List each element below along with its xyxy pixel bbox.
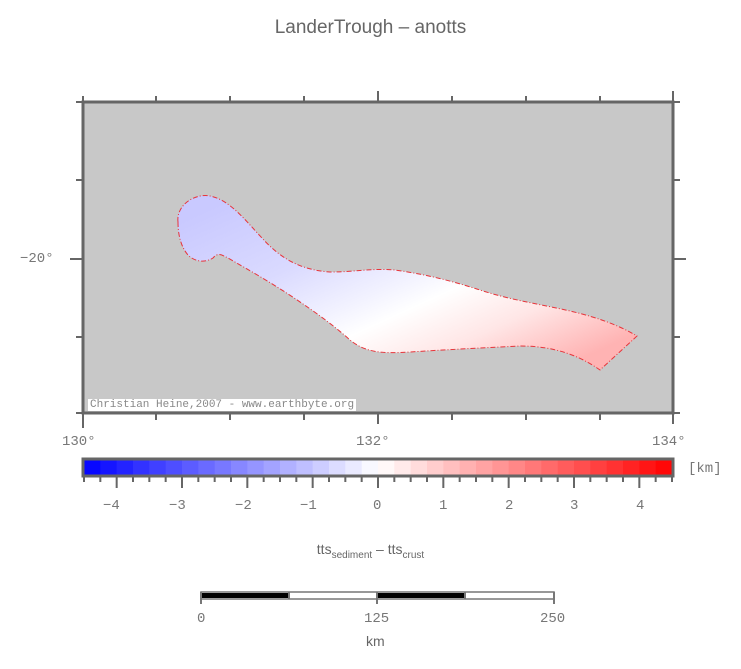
map-title: LanderTrough – anotts: [274, 17, 467, 38]
colorbar-label-1: 1: [439, 498, 448, 514]
scalebar-unit: km: [366, 633, 385, 649]
xlabel-separator: –: [372, 541, 388, 557]
colorbar-cells: [84, 460, 673, 475]
colorbar-label-minus2: −2: [235, 498, 252, 514]
colorbar-label-minus3: −3: [169, 498, 186, 514]
colorbar-label-minus4: −4: [103, 498, 120, 514]
xlabel-sub-crust: crust: [402, 550, 425, 561]
colorbar-label-minus1: −1: [300, 498, 317, 514]
lat-label-minus20: −20°: [20, 251, 54, 267]
colorbar-label-0: 0: [373, 498, 382, 514]
scalebar-label-0: 0: [197, 611, 206, 627]
lon-label-130: 130°: [62, 434, 96, 450]
colorbar-ticks: [83, 476, 673, 488]
colorbar-label-3: 3: [570, 498, 579, 514]
xlabel-tts-2: tts: [387, 541, 403, 557]
colorbar-axis-label: ttssediment – ttscrust: [0, 541, 741, 561]
scalebar-label-250: 250: [540, 611, 566, 627]
lon-label-132: 132°: [356, 434, 390, 450]
scalebar-label-125: 125: [364, 611, 390, 627]
colorbar-label-4: 4: [636, 498, 645, 514]
lon-label-134: 134°: [652, 434, 686, 450]
scale-bar: [200, 591, 555, 604]
map-background: [84, 103, 672, 412]
colorbar-unit: [km]: [688, 461, 722, 477]
colorbar-label-2: 2: [505, 498, 514, 514]
xlabel-tts-1: tts: [316, 541, 332, 557]
basin-polygon: [177, 195, 638, 371]
xlabel-sub-sediment: sediment: [331, 550, 373, 561]
credit-text: Christian Heine,2007 - www.earthbyte.org: [88, 399, 357, 411]
